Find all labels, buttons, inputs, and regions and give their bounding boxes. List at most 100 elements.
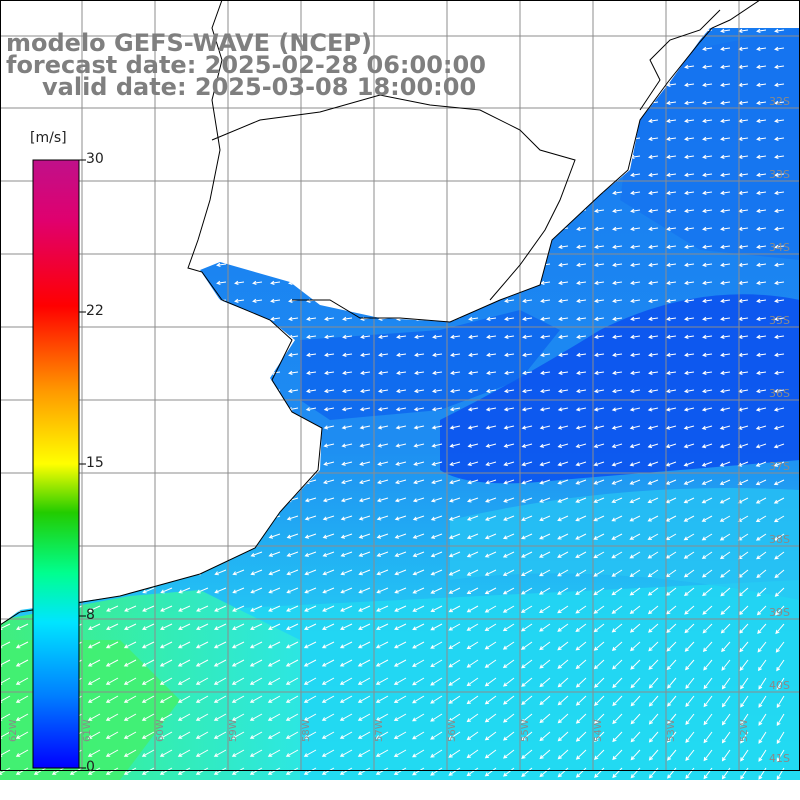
wind-arrow: [198, 226, 209, 231]
wind-arrow: [177, 731, 191, 739]
wind-arrow: [216, 280, 227, 285]
wind-arrow: [594, 82, 605, 87]
wind-arrow: [774, 587, 785, 597]
wind-arrow: [503, 479, 515, 485]
wind-arrow: [486, 64, 497, 69]
wind-arrow: [0, 352, 11, 357]
wind-arrow: [162, 136, 173, 141]
wind-arrow: [466, 713, 479, 723]
wind-arrow: [306, 370, 317, 375]
wind-arrow: [575, 551, 587, 558]
model-title: modelo GEFS-WAVE (NCEP): [6, 29, 372, 57]
wind-arrow: [502, 569, 515, 576]
wind-arrow: [486, 118, 497, 123]
wind-arrow: [576, 46, 587, 51]
wind-arrow: [177, 623, 191, 630]
wind-arrow: [666, 46, 677, 51]
wind-arrow: [90, 298, 101, 303]
wind-arrow: [249, 641, 263, 649]
wind-arrow: [720, 100, 731, 105]
wind-arrow: [412, 551, 425, 558]
wind-arrow: [288, 136, 299, 141]
wind-arrow: [539, 407, 551, 412]
lon-label: 53W: [666, 719, 677, 742]
wind-arrow: [521, 389, 533, 394]
wind-arrow: [126, 262, 137, 267]
wind-arrow: [90, 100, 101, 105]
wind-arrow: [684, 226, 695, 231]
wind-arrow: [124, 515, 137, 521]
wind-arrow: [558, 316, 569, 321]
wind-arrow: [108, 172, 119, 177]
wind-arrow: [341, 388, 353, 394]
wind-arrow: [232, 587, 245, 594]
wind-arrow: [125, 461, 137, 466]
wind-arrow: [142, 533, 155, 539]
wind-arrow: [321, 659, 335, 667]
wind-arrow: [522, 352, 533, 357]
wind-arrow: [288, 154, 299, 159]
wind-arrow: [126, 280, 137, 285]
wind-arrow: [324, 118, 335, 123]
wind-arrow: [87, 767, 101, 775]
wind-arrow: [324, 226, 335, 231]
wind-arrow: [324, 154, 335, 159]
wind-arrow: [720, 82, 731, 87]
wind-arrow: [288, 280, 299, 285]
wind-arrow: [125, 425, 137, 430]
wind-arrow: [358, 533, 371, 539]
wind-arrow: [304, 533, 317, 539]
wind-arrow: [629, 515, 641, 522]
wind-arrow: [105, 767, 119, 775]
wind-arrow: [412, 767, 425, 776]
wind-arrow: [502, 641, 515, 650]
wind-arrow: [685, 749, 695, 762]
wind-arrow: [684, 262, 695, 267]
wind-arrow: [612, 28, 623, 33]
wind-arrow: [540, 208, 551, 213]
wind-arrow: [719, 443, 731, 449]
wind-arrow: [36, 100, 47, 105]
wind-arrow: [162, 244, 173, 249]
wind-arrow: [249, 767, 263, 775]
wind-arrow: [232, 479, 245, 485]
wind-arrow: [323, 388, 335, 394]
wind-arrow: [665, 425, 677, 430]
wind-arrow: [450, 28, 461, 33]
wind-arrow: [215, 461, 227, 466]
wind-arrow: [630, 370, 641, 375]
wind-arrow: [124, 605, 137, 612]
wind-arrow: [557, 749, 569, 760]
wind-arrow: [36, 154, 47, 159]
wind-arrow: [16, 587, 29, 594]
wind-arrow: [612, 749, 623, 761]
wind-arrow: [702, 316, 713, 321]
wind-arrow: [143, 443, 155, 448]
wind-arrow: [358, 479, 371, 485]
wind-arrow: [197, 461, 209, 466]
wind-arrow: [557, 713, 569, 724]
wind-arrow: [323, 425, 335, 430]
wind-arrow: [484, 695, 497, 705]
wind-arrow: [412, 569, 425, 576]
wind-arrow: [178, 515, 191, 521]
wind-arrow: [484, 569, 497, 576]
wind-arrow: [432, 28, 443, 33]
wind-arrow: [357, 641, 371, 649]
wind-arrow: [486, 136, 497, 141]
wind-arrow: [774, 172, 785, 177]
wind-arrow: [450, 280, 461, 285]
wind-arrow: [630, 641, 641, 652]
wind-arrow: [557, 425, 569, 430]
wind-arrow: [198, 172, 209, 177]
wind-arrow: [394, 587, 407, 594]
wind-arrow: [575, 425, 587, 430]
wind-arrow: [740, 695, 749, 708]
wind-arrow: [522, 64, 533, 69]
wind-arrow: [288, 352, 299, 357]
wind-arrow: [17, 425, 29, 430]
wind-arrow: [18, 82, 29, 87]
wind-arrow: [430, 731, 443, 740]
wind-arrow: [450, 334, 461, 339]
wind-arrow: [394, 515, 407, 521]
